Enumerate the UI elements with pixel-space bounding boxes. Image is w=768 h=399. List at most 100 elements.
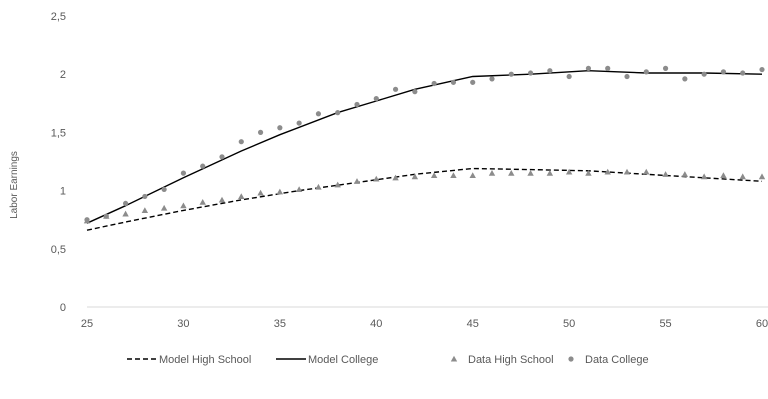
legend-label: Model High School [159,354,251,366]
data-point [585,169,592,176]
data-point [759,66,765,73]
data-point [431,80,437,87]
data-point [219,154,225,160]
series-data-college [84,65,765,223]
data-point [565,168,573,175]
data-point [142,193,148,200]
data-point [470,79,476,85]
data-point [295,186,303,192]
data-point [450,79,457,85]
data-point [508,169,515,176]
x-tick-label: 60 [756,318,768,330]
data-point [740,70,746,76]
series-layer [83,65,766,231]
data-point [643,69,649,75]
y-tick-label: 0 [60,302,66,314]
x-tick-label: 50 [563,318,575,330]
data-point [585,65,592,71]
series-line [86,167,763,231]
data-point [238,139,244,145]
legend-label: Model College [308,354,378,366]
data-point [547,68,553,74]
data-point [566,73,572,80]
data-point [604,168,611,175]
data-point [257,129,264,135]
data-point [662,171,669,177]
data-point [758,173,766,180]
legend-item: Model High School [127,354,251,366]
data-point [392,174,399,181]
data-point [508,71,514,77]
series-model-college [86,69,763,224]
data-point [662,65,669,71]
data-point [353,178,361,184]
data-point [161,186,167,193]
data-point [430,172,438,179]
y-tick-label: 1,5 [51,127,66,139]
data-point [527,70,534,76]
data-point [700,173,708,180]
data-point [469,172,476,179]
data-point [141,207,149,213]
legend-item: Data High School [450,354,554,366]
data-point [315,183,322,190]
data-point [122,200,129,207]
legend: Model High School Model College Data High … [127,354,649,366]
data-point [450,172,457,179]
data-point [122,210,129,217]
data-point [315,111,322,117]
x-tick-label: 30 [177,318,189,330]
data-point [643,168,650,175]
y-axis-label: Labor Earnings [9,151,20,219]
data-point [199,199,206,205]
data-point [373,175,380,182]
data-point [276,188,284,195]
data-point [488,169,496,176]
data-point [682,76,688,82]
series-line [86,69,763,224]
data-point [546,169,554,176]
data-point [335,110,341,116]
data-point [103,213,109,219]
data-point [411,173,419,180]
x-tick-label: 25 [81,318,93,330]
data-point [84,217,90,223]
x-tick-label: 45 [467,318,479,330]
data-point [392,86,399,92]
data-point [354,101,360,108]
data-point [624,73,630,80]
data-point [412,89,418,95]
data-point [527,169,534,176]
data-point [218,196,226,203]
data-point [238,193,245,199]
series-data-high-school [83,168,766,224]
data-point [701,71,707,77]
data-point [720,172,727,179]
data-point [489,76,495,82]
data-point [257,189,264,196]
data-point [623,168,631,175]
legend-marker-symbol [450,355,458,362]
y-axis-ticks: 0 0,5 1 1,5 2 2,5 [51,11,66,314]
data-point [605,65,611,71]
data-point [334,181,341,188]
y-tick-label: 0,5 [51,244,66,256]
x-tick-label: 55 [659,318,671,330]
data-point [180,202,187,209]
legend-label: Data College [585,354,649,366]
data-point [296,120,302,126]
x-axis-ticks: 25 30 35 40 45 50 55 60 [81,318,768,330]
data-point [160,204,168,211]
legend-marker-symbol [568,356,574,362]
series-model-high-school [86,167,763,231]
data-point [739,173,746,180]
data-point [180,170,187,176]
data-point [681,171,689,177]
y-tick-label: 2,5 [51,11,66,23]
y-tick-label: 1 [60,186,66,198]
y-tick-label: 2 [60,69,66,81]
legend-item: Model College [276,354,378,366]
x-tick-label: 40 [370,318,382,330]
x-tick-label: 35 [274,318,286,330]
data-point [373,96,379,102]
